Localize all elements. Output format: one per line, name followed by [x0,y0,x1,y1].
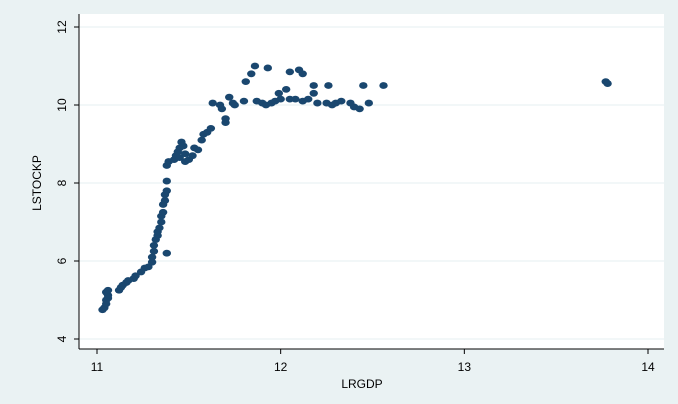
x-axis-label: LRGDP [341,377,382,391]
data-point [193,146,203,154]
data-point [217,105,227,113]
data-point [364,99,374,107]
data-point [162,177,171,185]
data-point [160,197,170,204]
data-point [281,86,291,93]
data-point [225,93,234,101]
data-point [206,124,216,132]
data-point [230,101,239,109]
data-point [250,62,260,70]
data-point [304,95,313,103]
data-point [157,218,166,226]
x-tick-label: 14 [641,360,655,374]
x-axis-ticks: 11 12 13 14 [91,349,655,374]
data-point [355,105,364,113]
data-point [276,95,285,103]
data-point [147,253,157,261]
data-point [179,142,188,150]
x-tick-label: 11 [91,360,104,374]
data-point [241,78,250,85]
data-point [149,247,159,255]
data-point [359,82,368,89]
data-point [291,95,300,103]
x-tick-label: 13 [458,360,472,374]
data-point [147,258,157,266]
data-point [309,82,318,89]
data-point [247,70,256,78]
axes [78,14,664,350]
x-tick-label: 12 [274,360,288,374]
y-axis-label: LSTOCKP [30,155,44,211]
data-point [285,68,295,76]
y-tick-label: 6 [55,257,69,264]
data-point [603,80,612,87]
plot-area [79,14,664,349]
y-tick-label: 8 [55,179,69,186]
y-tick-label: 12 [55,20,69,34]
data-point [149,242,159,249]
data-point [298,70,307,78]
data-point [324,82,333,89]
data-point [103,286,113,294]
data-point [175,154,184,162]
data-point [162,249,171,257]
data-point [162,187,171,195]
data-point [337,97,346,105]
gridlines [79,26,664,340]
data-point [313,99,322,107]
data-points [98,62,612,314]
data-point [208,99,217,107]
data-point [188,152,197,160]
data-point [131,272,140,280]
data-point [274,89,284,97]
data-point [379,82,388,89]
data-point [221,115,230,123]
data-point [239,97,249,105]
data-point [155,224,164,232]
y-tick-label: 4 [55,335,69,342]
data-point [158,208,168,216]
data-point [197,136,206,144]
y-axis-ticks: 4 6 8 10 12 [55,20,79,342]
y-tick-label: 10 [55,98,69,112]
data-point [263,64,273,72]
data-point [180,150,190,158]
data-point [309,89,318,97]
